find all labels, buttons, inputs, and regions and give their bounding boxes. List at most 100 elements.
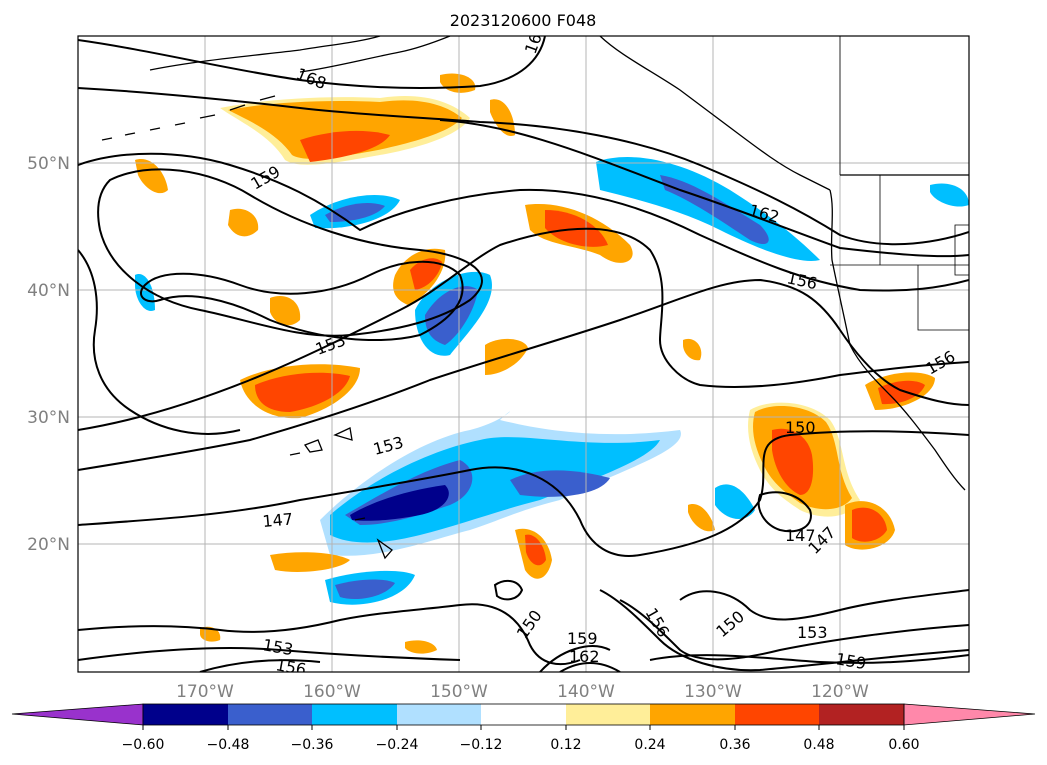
contour-label: 153	[797, 623, 828, 642]
contour-147-south	[679, 589, 969, 621]
positive-anomaly-coast-core	[878, 380, 925, 405]
negative-anomaly-nw-core	[325, 203, 385, 222]
contour-label: 147	[262, 509, 294, 531]
contour-156	[78, 152, 969, 292]
colorbar-segment	[819, 704, 904, 725]
height-contours	[78, 36, 969, 672]
contour-162-south	[559, 662, 621, 672]
colorbar-segment	[228, 704, 312, 725]
colorbar-segment	[481, 704, 566, 725]
positive-anomaly-mid-core	[255, 372, 350, 412]
colorbar-tick-label: 0.12	[550, 737, 581, 753]
gridlines	[78, 36, 969, 672]
positive-anomaly-south-core	[525, 534, 546, 566]
colorbar-tick-label: −0.36	[291, 737, 334, 753]
contour-150-b	[78, 278, 969, 471]
lat-label-50n: 50°N	[27, 154, 70, 174]
negative-anomaly-hi-core	[335, 579, 395, 600]
negative-anomaly-east2	[715, 484, 755, 520]
contour-153-b	[78, 227, 969, 431]
positive-anomaly-small-m	[270, 296, 301, 326]
colorbar-segment	[566, 704, 650, 725]
positive-anomaly-small-e2	[688, 504, 715, 532]
colorbar-tick-label: −0.24	[376, 737, 419, 753]
lat-label-40n: 40°N	[27, 281, 70, 301]
colorbar-tick-label: 0.24	[634, 737, 665, 753]
contour-150-south	[78, 603, 581, 666]
contour-small-loop	[493, 579, 524, 601]
positive-anomaly-s2	[270, 552, 350, 572]
contour-159-north	[78, 87, 969, 246]
map-frame	[77, 35, 970, 673]
west-coast	[829, 189, 966, 491]
negative-anomaly-mid-core	[425, 286, 478, 345]
negative-anomaly-south-deep	[350, 485, 449, 521]
map-title: 2023120600 F048	[450, 11, 597, 30]
positive-anomaly-se-core	[852, 507, 887, 542]
lon-label-170w: 170°W	[176, 682, 234, 702]
lon-label-150w: 150°W	[430, 682, 488, 702]
contour-label: 156	[274, 655, 307, 679]
negative-anomaly-far-ne	[930, 183, 969, 207]
contour-label: 159	[567, 629, 598, 648]
negative-anomaly-east	[510, 470, 610, 497]
contour-156-south	[199, 589, 969, 672]
colorbar-tick-labels: −0.60 −0.48 −0.36 −0.24 −0.12 0.12 0.24 …	[122, 737, 920, 753]
contour-150-loop	[140, 260, 464, 341]
lat-label-20n: 20°N	[27, 535, 70, 555]
coastlines	[101, 36, 969, 560]
colorbar-tick-label: −0.12	[460, 737, 503, 753]
alaska-coast	[149, 36, 831, 191]
colorbar-ticks	[142, 725, 905, 730]
contour-label: 159	[834, 649, 867, 673]
contour-label: 150	[785, 418, 816, 437]
positive-anomaly-north-core	[300, 130, 390, 162]
contour-label: 16	[521, 31, 546, 57]
colorbar-segment	[650, 704, 735, 725]
colorbar-tick-label: 0.60	[888, 737, 919, 753]
positive-anomaly-small-s	[405, 640, 437, 654]
lon-label-160w: 160°W	[303, 682, 361, 702]
contour-162	[439, 119, 969, 258]
positive-anomaly-small-e	[490, 99, 515, 136]
colorbar-tick-label: −0.48	[207, 737, 250, 753]
latitude-labels: 50°N 40°N 30°N 20°N	[27, 154, 70, 555]
aleutians	[101, 95, 276, 141]
hawaii	[289, 427, 393, 560]
positive-anomaly-40n-core	[410, 258, 442, 290]
colorbar-extend-left	[11, 703, 144, 726]
longitude-labels: 170°W 160°W 150°W 140°W 130°W 120°W	[176, 682, 869, 702]
contour-168	[78, 36, 546, 89]
lon-label-120w: 120°W	[811, 682, 869, 702]
colorbar-segment	[312, 704, 397, 725]
colorbar-outline	[142, 703, 905, 726]
colorbar-tick-label: 0.36	[719, 737, 750, 753]
contour-label: 162	[569, 647, 600, 666]
positive-anomaly-small-w2	[228, 208, 259, 237]
contour-147-loop	[757, 491, 812, 533]
lat-label-30n: 30°N	[27, 408, 70, 428]
state-borders	[830, 175, 969, 331]
positive-anomaly-small-w	[135, 159, 168, 194]
lon-label-140w: 140°W	[557, 682, 615, 702]
colorbar-segment	[397, 704, 481, 725]
contour-153-loop	[97, 168, 483, 337]
map-panel: 168 16 159 162 156 153 156 153 150 147 1…	[77, 31, 970, 679]
colorbar-extend-right	[903, 703, 1036, 726]
contour-147-a	[78, 430, 969, 557]
colorbar: −0.60 −0.48 −0.36 −0.24 −0.12 0.12 0.24 …	[11, 703, 1036, 753]
colorbar-segment	[735, 704, 819, 725]
colorbar-tick-label: −0.60	[122, 737, 165, 753]
positive-anomaly-north-mid	[228, 100, 462, 159]
contour-west-edge	[78, 249, 241, 435]
contour-159-south	[539, 645, 969, 672]
contour-label: 147	[785, 526, 816, 545]
colorbar-tick-label: 0.48	[803, 737, 834, 753]
positive-anomaly-small-m2	[485, 338, 528, 375]
positive-anomaly-east-core	[772, 428, 814, 495]
positive-anomaly-small-e3	[683, 338, 702, 361]
lon-label-130w: 130°W	[684, 682, 742, 702]
colorbar-segment	[143, 704, 228, 725]
shaded-field	[135, 73, 969, 654]
